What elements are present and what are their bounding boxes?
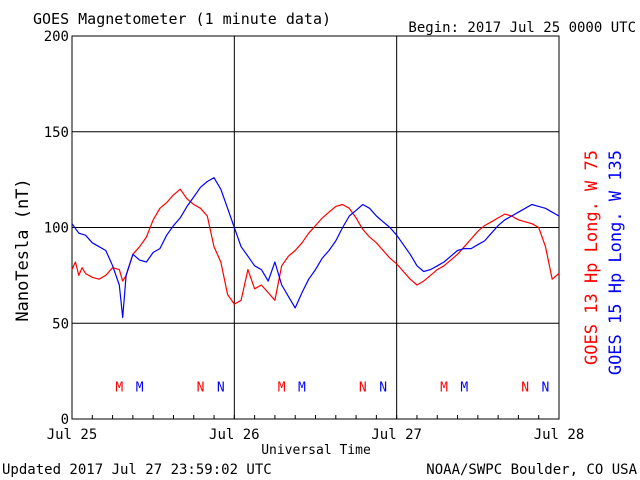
y-tick-label: 50 <box>52 316 69 332</box>
y-axis-title: NanoTesla (nT) <box>13 178 33 321</box>
marker-m: M <box>278 380 286 395</box>
goes13-line <box>71 188 560 305</box>
goes15-line <box>71 177 560 319</box>
marker-m: M <box>136 380 144 395</box>
series-lines <box>71 177 560 319</box>
legend-goes15: GOES 15 Hp Long. W 135 <box>606 150 626 375</box>
marker-n: N <box>542 380 550 395</box>
marker-m: M <box>460 380 468 395</box>
updated-text: Updated 2017 Jul 27 23:59:02 UTC <box>2 462 272 478</box>
x-tick-label: Jul 27 <box>371 427 422 443</box>
y-tick-label: 100 <box>44 221 69 237</box>
marker-n: N <box>197 380 205 395</box>
y-tick-labels: 0 50 100 150 200 <box>44 29 69 428</box>
x-tick-label: Jul 26 <box>209 427 260 443</box>
plot-grid <box>71 35 560 420</box>
chart-title: GOES Magnetometer (1 minute data) <box>33 10 331 28</box>
x-axis-title: Universal Time <box>261 443 371 458</box>
marker-m: M <box>115 380 123 395</box>
x-tick-label: Jul 25 <box>47 427 98 443</box>
credit-text: NOAA/SWPC Boulder, CO USA <box>426 462 637 478</box>
x-tick-labels: Jul 25 Jul 26 Jul 27 Jul 28 <box>47 427 585 443</box>
legend-goes13: GOES 13 Hp Long. W 75 <box>582 150 602 365</box>
marker-n: N <box>359 380 367 395</box>
marker-n: N <box>217 380 225 395</box>
legend: GOES 13 Hp Long. W 75 GOES 15 Hp Long. W … <box>582 150 626 375</box>
marker-n: N <box>379 380 387 395</box>
y-tick-label: 0 <box>61 412 69 428</box>
marker-m: M <box>440 380 448 395</box>
begin-time: Begin: 2017 Jul 25 0000 UTC <box>408 20 636 36</box>
x-tick-label: Jul 28 <box>534 427 585 443</box>
y-tick-label: 200 <box>44 29 69 45</box>
y-tick-label: 150 <box>44 125 69 141</box>
marker-n: N <box>521 380 529 395</box>
marker-m: M <box>298 380 306 395</box>
